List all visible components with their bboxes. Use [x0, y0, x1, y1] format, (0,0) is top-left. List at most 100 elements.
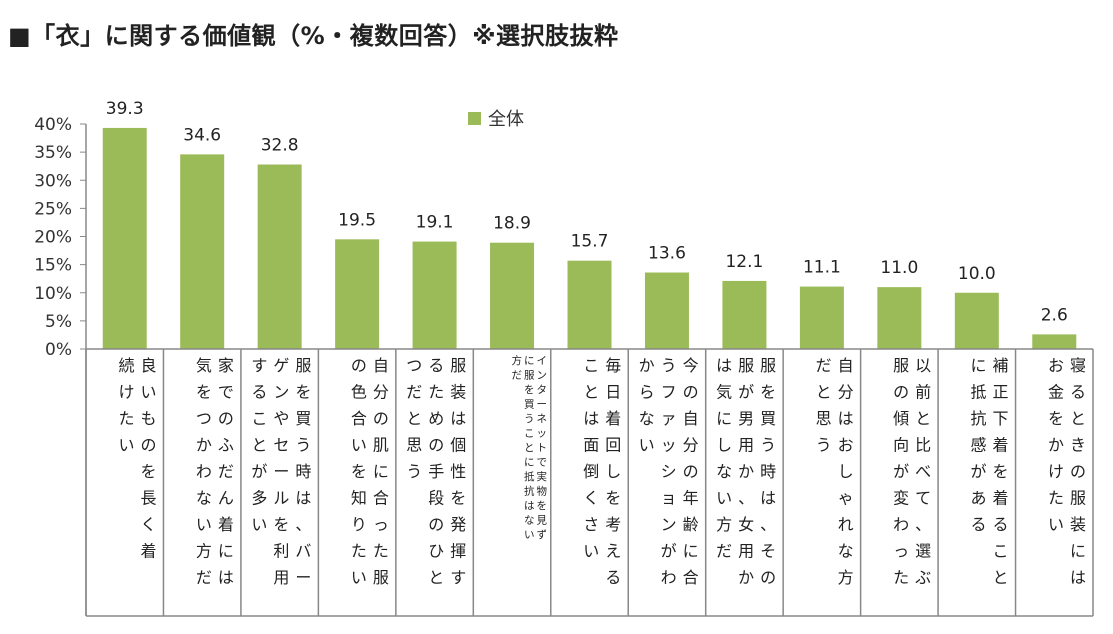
category-label: 自分の肌に合った服	[373, 356, 389, 587]
category-char: す	[251, 356, 267, 375]
category-char: 合	[683, 568, 699, 587]
y-tick-label: 25%	[34, 199, 72, 219]
category-char: 思	[816, 409, 832, 428]
category-label: 寝るときの服装には	[1070, 356, 1086, 587]
category-char: 服	[450, 356, 466, 375]
category-char: イ	[537, 355, 548, 367]
category-char: 方	[196, 542, 212, 561]
category-char: て	[915, 489, 931, 508]
category-label: お金をかけたい	[1048, 356, 1064, 534]
category-char: 用	[738, 542, 754, 561]
category-char: に	[373, 462, 389, 481]
category-char: な	[196, 489, 212, 508]
category-char: う	[406, 462, 422, 481]
category-label: 続けたい	[118, 356, 134, 455]
category-char: と	[816, 383, 832, 402]
category-char: 比	[915, 436, 931, 455]
category-char: の	[683, 462, 699, 481]
category-char: 続	[118, 356, 134, 375]
category-char: 長	[140, 489, 156, 508]
category-label: つだと思う	[406, 356, 422, 481]
category-char: 着	[605, 409, 621, 428]
category-char: す	[450, 568, 466, 587]
category-char: 、	[760, 515, 776, 534]
category-char: 用	[273, 568, 289, 587]
category-char: 良	[140, 356, 156, 375]
category-char: い	[251, 515, 267, 534]
category-char: う	[816, 436, 832, 455]
category-char: か	[639, 356, 655, 375]
category-char: に	[218, 542, 234, 561]
category-char: 下	[993, 409, 1009, 428]
category-label: 気をつかわない方だ	[196, 356, 212, 587]
category-char: と	[406, 409, 422, 428]
legend-label: 全体	[488, 109, 524, 130]
category-char: 金	[1048, 383, 1064, 402]
category-char: 装	[450, 383, 466, 402]
category-char: け	[118, 383, 134, 402]
category-char: だ	[716, 542, 732, 561]
bar	[722, 280, 767, 349]
category-char: 選	[915, 542, 931, 561]
category-char: れ	[838, 515, 854, 534]
category-char: 着	[218, 515, 234, 534]
category-char: ぶ	[915, 568, 931, 587]
category-char: セ	[273, 436, 289, 455]
category-char: ん	[218, 489, 234, 508]
bar	[257, 164, 302, 349]
category-char: 感	[971, 436, 987, 455]
category-char: も	[140, 409, 156, 428]
category-table: 良いものを長く着続けたい家でのふだん着には気をつかわない方だ服を買う時は、バーゲ…	[85, 348, 1094, 617]
category-char: っ	[373, 515, 389, 534]
category-char: ず	[537, 529, 548, 541]
category-char: ル	[273, 489, 289, 508]
category-char: い	[1048, 515, 1064, 534]
chart-title: ■「衣」に関する価値観（%・複数回答）※選択肢抜粋	[8, 22, 619, 50]
category-label: 服を買う時は、バー	[295, 356, 311, 587]
category-char: 抗	[971, 409, 987, 428]
category-char: は	[295, 489, 311, 508]
category-char: 、	[295, 515, 311, 534]
category-char: 合	[373, 489, 389, 508]
category-char: く	[140, 515, 156, 534]
category-char: こ	[583, 356, 599, 375]
data-label: 12.1	[725, 252, 763, 272]
category-char: が	[893, 462, 909, 481]
category-char: 自	[373, 356, 389, 375]
category-char: 思	[406, 436, 422, 455]
category-char: と	[583, 383, 599, 402]
category-label: 方だ	[512, 354, 523, 382]
category-char: と	[915, 409, 931, 428]
category-char: 服	[295, 356, 311, 375]
category-char: の	[1070, 462, 1086, 481]
category-label: インターネットで実物を見ず	[537, 355, 548, 541]
category-char: い	[351, 436, 367, 455]
category-char: う	[760, 436, 776, 455]
category-char: 自	[683, 409, 699, 428]
category-char: う	[661, 356, 677, 375]
data-label: 15.7	[571, 232, 609, 252]
category-char: 面	[583, 436, 599, 455]
data-label: 34.6	[183, 125, 221, 145]
category-char: 買	[295, 409, 311, 428]
category-char: か	[196, 436, 212, 455]
category-char: に	[524, 355, 535, 367]
category-label: ゲンやセールを利用	[273, 356, 289, 587]
category-char: 年	[683, 489, 699, 508]
category-char: ン	[661, 515, 677, 534]
y-tick-label: 40%	[34, 115, 72, 135]
category-char: べ	[915, 462, 931, 481]
category-char: ァ	[661, 409, 677, 428]
category-char: に	[524, 457, 535, 469]
category-char: る	[971, 515, 987, 534]
category-char: い	[639, 436, 655, 455]
category-char: を	[196, 383, 212, 402]
category-char: 服	[524, 370, 535, 382]
category-char: か	[738, 462, 754, 481]
category-char: を	[1048, 409, 1064, 428]
category-char: だ	[512, 370, 523, 382]
category-char: が	[971, 462, 987, 481]
category-char: 倒	[583, 462, 599, 481]
data-label: 39.3	[106, 99, 144, 119]
